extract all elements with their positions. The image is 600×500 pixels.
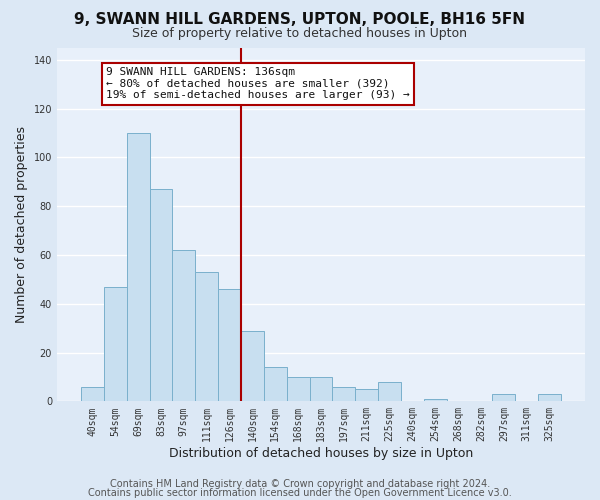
- Bar: [172, 250, 195, 402]
- Y-axis label: Number of detached properties: Number of detached properties: [15, 126, 28, 323]
- Bar: [287, 377, 310, 402]
- Bar: [355, 389, 378, 402]
- Bar: [104, 286, 127, 402]
- Bar: [218, 289, 241, 402]
- X-axis label: Distribution of detached houses by size in Upton: Distribution of detached houses by size …: [169, 447, 473, 460]
- Text: 9 SWANN HILL GARDENS: 136sqm
← 80% of detached houses are smaller (392)
19% of s: 9 SWANN HILL GARDENS: 136sqm ← 80% of de…: [106, 67, 410, 100]
- Bar: [127, 133, 149, 402]
- Bar: [538, 394, 561, 402]
- Bar: [424, 399, 446, 402]
- Bar: [493, 394, 515, 402]
- Bar: [149, 189, 172, 402]
- Bar: [378, 382, 401, 402]
- Bar: [241, 330, 264, 402]
- Text: Contains HM Land Registry data © Crown copyright and database right 2024.: Contains HM Land Registry data © Crown c…: [110, 479, 490, 489]
- Text: 9, SWANN HILL GARDENS, UPTON, POOLE, BH16 5FN: 9, SWANN HILL GARDENS, UPTON, POOLE, BH1…: [74, 12, 526, 28]
- Bar: [310, 377, 332, 402]
- Bar: [332, 386, 355, 402]
- Bar: [264, 367, 287, 402]
- Bar: [81, 386, 104, 402]
- Text: Size of property relative to detached houses in Upton: Size of property relative to detached ho…: [133, 28, 467, 40]
- Bar: [195, 272, 218, 402]
- Text: Contains public sector information licensed under the Open Government Licence v3: Contains public sector information licen…: [88, 488, 512, 498]
